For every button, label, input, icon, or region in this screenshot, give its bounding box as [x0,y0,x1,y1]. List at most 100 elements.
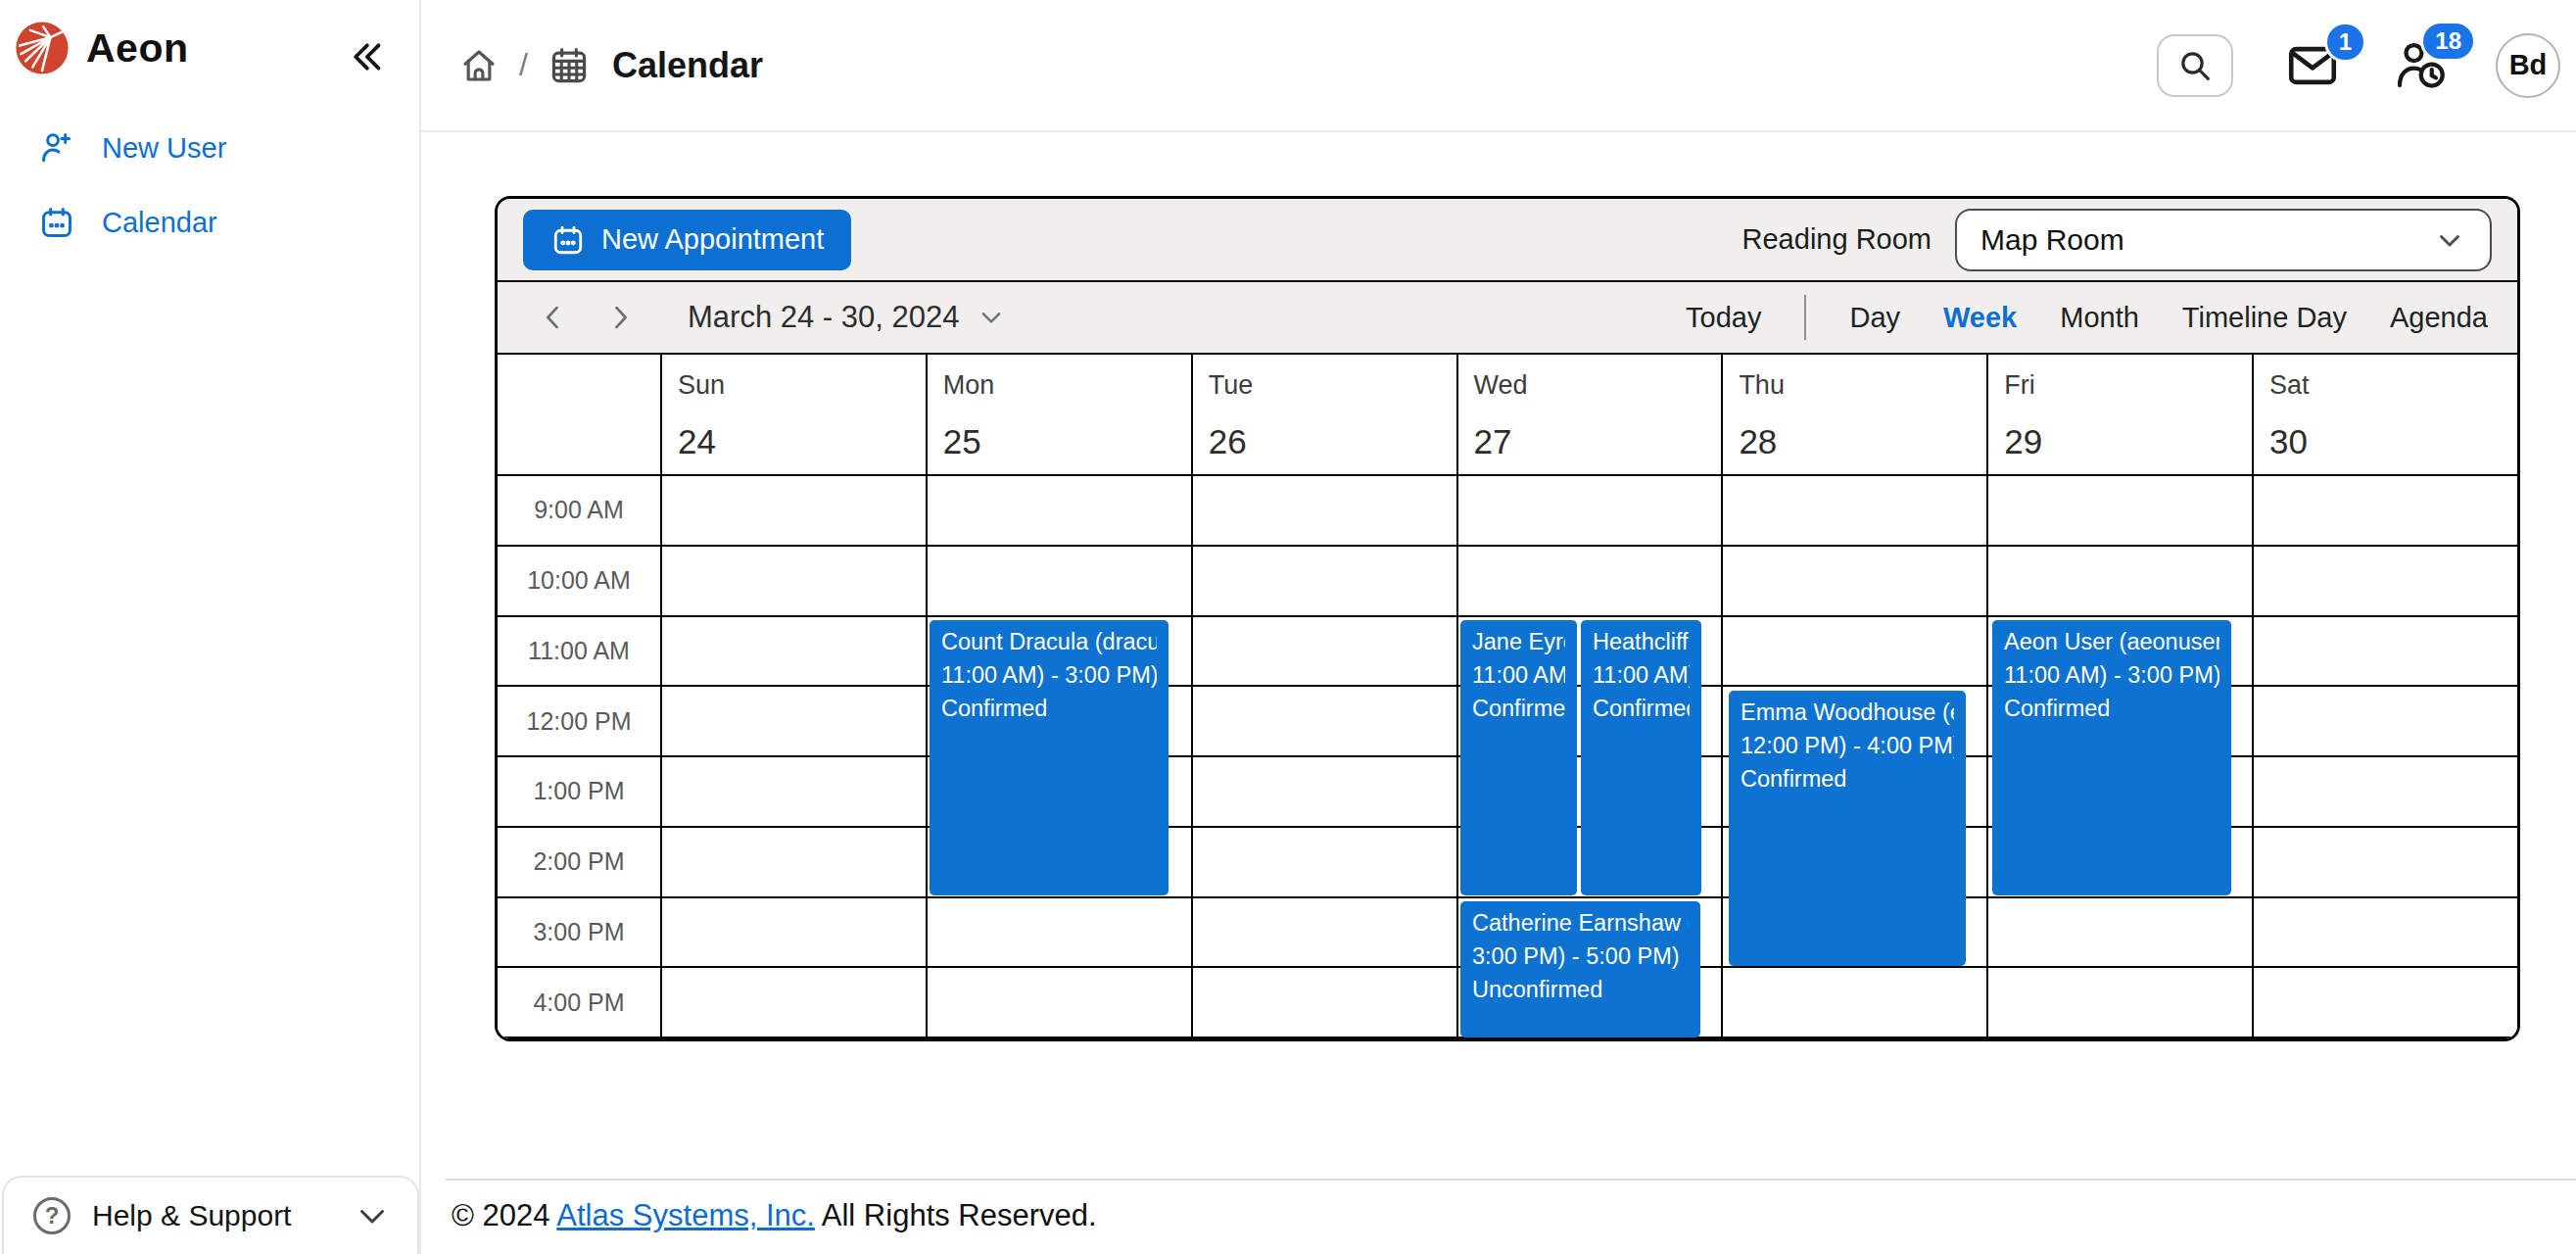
calendar-cell[interactable] [660,898,926,967]
day-header-sun[interactable]: Sun 24 [660,355,926,474]
room-picker: Reading Room Map Room [1742,209,2492,271]
calendar-icon [550,222,586,258]
calendar-cell[interactable] [1191,828,1456,896]
calendar-cell[interactable] [1986,968,2252,1037]
appointment-catherine-earnshaw[interactable]: Catherine Earnshaw ( 3:00 PM) - 5:00 PM)… [1460,901,1700,1037]
mail-button[interactable]: 1 [2284,37,2341,94]
calendar-cell[interactable] [2252,898,2517,967]
calendar-cell[interactable] [1986,476,2252,545]
sidebar-collapse-button[interactable] [341,31,392,82]
calendar-cell[interactable] [926,476,1191,545]
calendar-cell[interactable] [1986,547,2252,615]
date-range-selector[interactable]: March 24 - 30, 2024 [688,300,1006,335]
view-tab-timeline-day[interactable]: Timeline Day [2182,302,2347,334]
calendar-cell[interactable] [1191,968,1456,1037]
time-label: 3:00 PM [498,898,660,967]
calendar-cell[interactable] [2252,547,2517,615]
scheduler-toolbar: New Appointment Reading Room Map Room [498,199,2517,282]
calendar-cell[interactable] [926,898,1191,967]
calendar-cell[interactable] [926,968,1191,1037]
calendar-cell[interactable] [926,547,1191,615]
calendar-cell[interactable] [1191,547,1456,615]
room-select[interactable]: Map Room [1955,209,2492,271]
calendar-cell[interactable] [660,828,926,896]
atlas-systems-link[interactable]: Atlas Systems, Inc. [556,1198,815,1232]
help-support-button[interactable]: ? Help & Support [2,1176,419,1254]
calendar-cell[interactable] [1721,968,1986,1037]
new-appointment-button[interactable]: New Appointment [523,210,851,270]
calendar-icon [37,203,76,242]
footer: © 2024 Atlas Systems, Inc. All Rights Re… [446,1179,2576,1233]
view-tab-week[interactable]: Week [1943,302,2017,334]
top-actions: 1 18 Bd [2157,0,2560,130]
scheduler-panel: New Appointment Reading Room Map Room [495,196,2520,1041]
calendar-cell[interactable] [2252,828,2517,896]
day-header-fri[interactable]: Fri 29 [1986,355,2252,474]
app-title: Aeon [86,25,189,72]
calendar-cell[interactable] [660,476,926,545]
calendar-cell[interactable] [660,617,926,686]
calendar-cell[interactable] [1986,898,2252,967]
day-header-wed[interactable]: Wed 27 [1456,355,1722,474]
calendar-cell[interactable] [1456,476,1722,545]
avatar-initials: Bd [2509,49,2548,81]
calendar-cell[interactable] [660,547,926,615]
user-plus-icon [37,128,76,168]
calendar-cell[interactable] [2252,968,2517,1037]
calendar-cell[interactable] [1721,617,1986,686]
calendar-cell[interactable] [1191,476,1456,545]
calendar-cell[interactable] [660,687,926,755]
view-tab-month[interactable]: Month [2060,302,2139,334]
breadcrumb: / Calendar [458,0,763,130]
double-chevron-left-icon [347,37,386,76]
calendar-cell[interactable] [660,968,926,1037]
time-label: 2:00 PM [498,828,660,896]
calendar-cell[interactable] [1456,547,1722,615]
time-label: 9:00 AM [498,476,660,545]
status-badge: Confirmed [1741,762,1954,796]
next-week-button[interactable] [594,291,646,344]
view-switcher: Today Day Week Month Timeline Day Agenda [1686,295,2488,340]
home-icon[interactable] [458,45,500,86]
chevron-right-icon [603,301,637,334]
page-title: Calendar [612,45,763,86]
view-tab-day[interactable]: Day [1849,302,1900,334]
sidebar-item-calendar[interactable]: Calendar [0,192,421,253]
appointment-aeon-user[interactable]: Aeon User (aeonuser) 11:00 AM) - 3:00 PM… [1992,620,2231,895]
calendar-grid-icon [548,44,591,87]
appointment-count-dracula[interactable]: Count Dracula (dracu 11:00 AM) - 3:00 PM… [930,620,1169,895]
calendar-cell[interactable] [1191,757,1456,826]
date-navigation: March 24 - 30, 2024 Today Day Week Month… [498,282,2517,355]
status-badge: Confirmed [941,692,1157,725]
mail-badge: 1 [2324,22,2366,63]
calendar-cell[interactable] [2252,617,2517,686]
appointment-emma-woodhouse[interactable]: Emma Woodhouse (e 12:00 PM) - 4:00 PM) C… [1729,691,1966,966]
calendar-cell[interactable] [1721,476,1986,545]
calendar-cell[interactable] [1191,687,1456,755]
day-header-sat[interactable]: Sat 30 [2252,355,2517,474]
avatar[interactable]: Bd [2496,33,2560,98]
copyright-text: © 2024 [452,1198,556,1232]
sidebar-item-new-user[interactable]: New User [0,118,421,178]
search-button[interactable] [2157,34,2233,97]
day-header-tue[interactable]: Tue 26 [1191,355,1456,474]
appointment-jane-eyre[interactable]: Jane Eyre 11:00 AM) Confirmed [1460,620,1577,895]
calendar-cell[interactable] [1191,898,1456,967]
calendar-cell[interactable] [2252,687,2517,755]
calendar-cell[interactable] [2252,476,2517,545]
calendar-cell[interactable] [660,757,926,826]
calendar-cell[interactable] [1191,617,1456,686]
appointment-heathcliff[interactable]: Heathcliff 11:00 AM) Confirmed [1581,620,1701,895]
user-requests-button[interactable]: 18 [2392,36,2451,95]
day-header-mon[interactable]: Mon 25 [926,355,1191,474]
previous-week-button[interactable] [527,291,580,344]
room-picker-label: Reading Room [1742,223,1932,256]
today-button[interactable]: Today [1686,302,1761,334]
calendar-cell[interactable] [2252,757,2517,826]
status-badge: Confirmed [1472,692,1565,725]
view-tab-agenda[interactable]: Agenda [2390,302,2488,334]
time-label: 1:00 PM [498,757,660,826]
calendar-cell[interactable] [1721,547,1986,615]
day-header-thu[interactable]: Thu 28 [1721,355,1986,474]
app-logo[interactable]: Aeon [14,20,189,76]
